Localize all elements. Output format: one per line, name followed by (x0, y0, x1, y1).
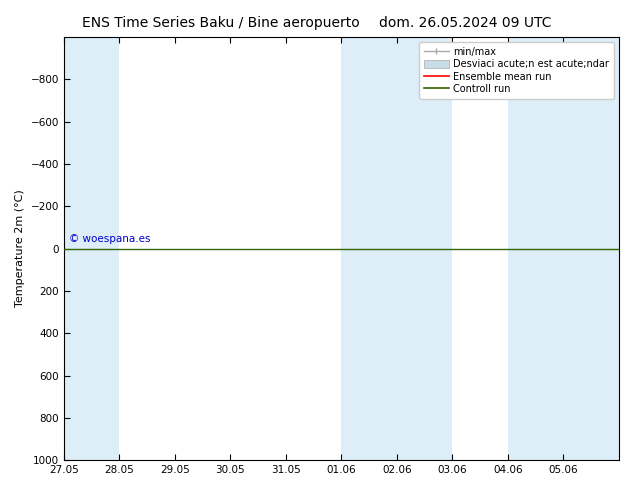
Y-axis label: Temperature 2m (°C): Temperature 2m (°C) (15, 190, 25, 307)
Legend: min/max, Desviaci acute;n est acute;ndar, Ensemble mean run, Controll run: min/max, Desviaci acute;n est acute;ndar… (419, 42, 614, 99)
Bar (564, 37, 619, 460)
Text: dom. 26.05.2024 09 UTC: dom. 26.05.2024 09 UTC (379, 16, 552, 30)
Bar (397, 37, 453, 460)
Bar (64, 37, 119, 460)
Text: ENS Time Series Baku / Bine aeropuerto: ENS Time Series Baku / Bine aeropuerto (82, 16, 360, 30)
Text: © woespana.es: © woespana.es (69, 234, 151, 245)
Bar (508, 37, 564, 460)
Bar (341, 37, 397, 460)
